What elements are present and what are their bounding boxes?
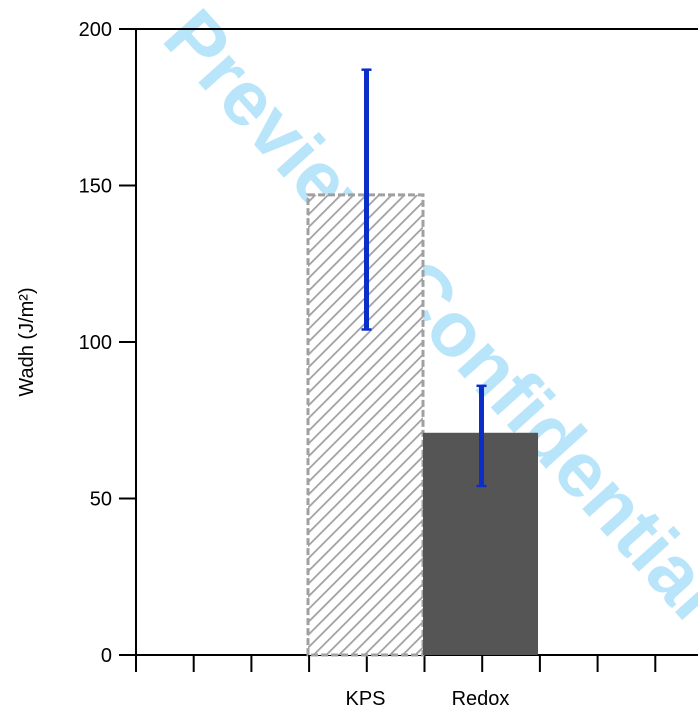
x-category-label: KPS — [345, 688, 385, 708]
x-category-label: Redox — [452, 688, 510, 708]
y-tick-label: 50 — [90, 489, 112, 511]
y-axis-label: Wadh (J/m²) — [16, 287, 38, 396]
y-tick-label: 100 — [79, 332, 112, 354]
y-tick-label: 200 — [79, 19, 112, 41]
y-tick-label: 0 — [101, 645, 112, 667]
y-tick-label: 150 — [79, 176, 112, 198]
